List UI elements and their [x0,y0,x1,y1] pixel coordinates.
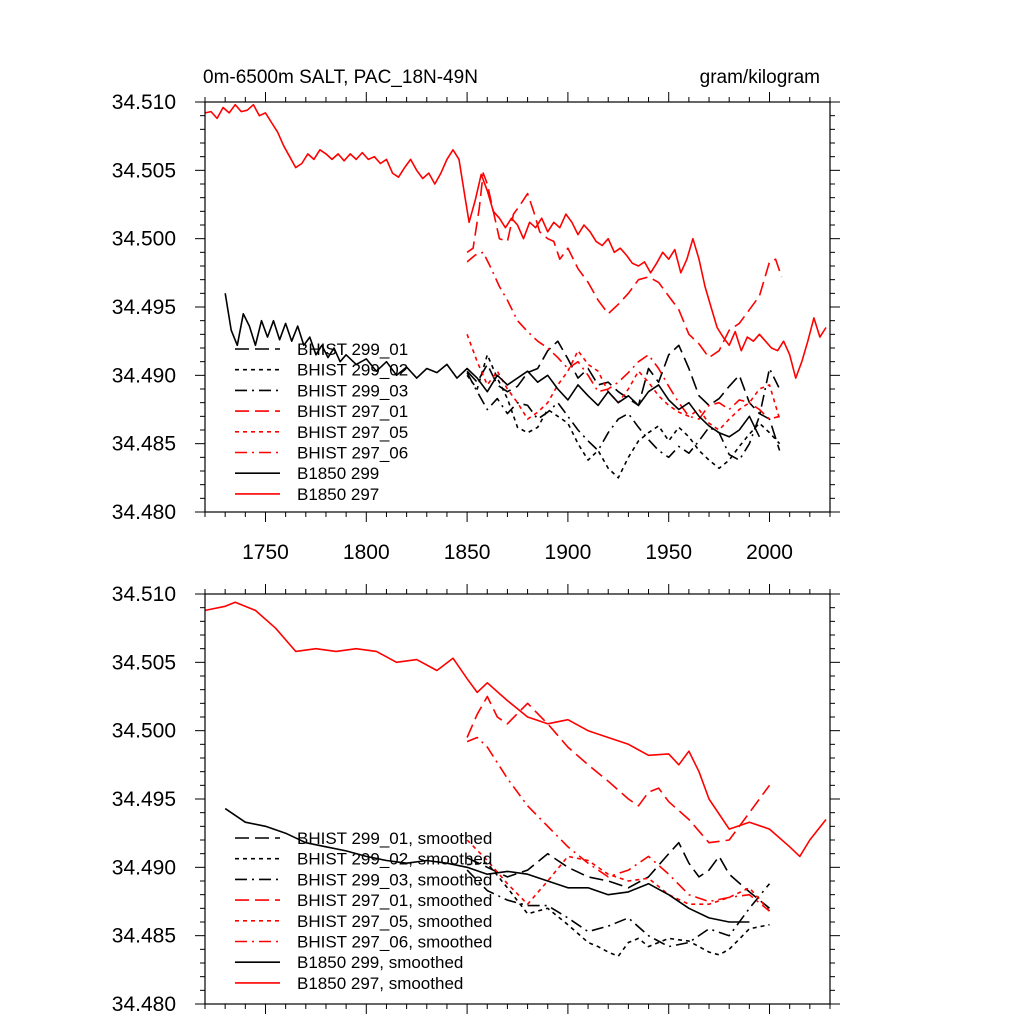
legend-label: BHIST 299_01 [297,340,408,359]
series-line-4 [466,172,783,359]
x-tick-label: 1900 [545,541,592,564]
legend-label: BHIST 297_06, smoothed [297,933,492,952]
series-line-7 [224,293,761,438]
x-tick-label: 1800 [343,541,390,564]
y-tick-label: 34.485 [112,925,176,948]
panel-title: 0m-6500m SALT, PAC_18N-49N [203,67,478,88]
series-line-1 [466,841,771,909]
x-tick-label: 1750 [242,541,289,564]
legend-label: BHIST 299_03, smoothed [297,870,492,889]
x-tick-label: 1950 [645,541,692,564]
y-tick-label: 34.490 [112,364,176,387]
series-line-4 [466,695,771,844]
plot-area [205,103,827,479]
y-tick-label: 34.480 [112,993,176,1016]
y-tick-label: 34.500 [112,720,176,743]
y-tick-label: 34.505 [112,651,176,674]
x-tick-label: 1850 [444,541,491,564]
legend-label: BHIST 299_02 [297,361,408,380]
legend-label: BHIST 297_01 [297,402,408,421]
legend-label: B1850 299, smoothed [297,953,463,972]
series-line-3 [466,869,771,948]
y-tick-label: 34.495 [112,296,176,319]
legend-label: B1850 299 [297,464,379,483]
legend-label: BHIST 297_01, smoothed [297,891,492,910]
legend-label: BHIST 299_01, smoothed [297,829,492,848]
y-tick-label: 34.505 [112,159,176,182]
legend: BHIST 299_01, smoothed BHIST 299_02, smoo… [235,829,492,993]
y-tick-label: 34.490 [112,856,176,879]
y-tick-label: 34.510 [112,91,176,114]
legend-label: BHIST 297_05 [297,423,408,442]
series-line-6 [466,736,771,912]
legend-label: B1850 297, smoothed [297,974,463,993]
plot-area [205,601,827,957]
top-panel: 0m-6500m SALT, PAC_18N-49N gram/kilogram… [112,67,840,564]
legend-label: BHIST 299_03 [297,381,408,400]
series-line-8 [205,601,827,858]
y-tick-label: 34.485 [112,433,176,456]
series-line-8 [205,103,827,379]
bottom-panel: 34.480 34.485 34.490 34.495 34.500 34.505 34.5… [112,583,840,1016]
units-label: gram/kilogram [700,67,820,88]
y-tick-label: 34.500 [112,228,176,251]
x-tick-label: 2000 [746,541,793,564]
series-line-3 [466,367,781,461]
y-tick-label: 34.480 [112,501,176,524]
legend-label: B1850 297 [297,485,379,504]
series-line-5 [466,334,781,431]
y-tick-label: 34.495 [112,788,176,811]
series-line-6 [466,251,780,420]
series-line-5 [466,839,771,912]
legend-label: BHIST 297_05, smoothed [297,912,492,931]
y-tick-label: 34.510 [112,583,176,606]
legend-label: BHIST 297_06 [297,444,408,463]
series-line-7 [224,807,750,923]
series-line-2 [467,862,770,957]
legend-label: BHIST 299_02, smoothed [297,850,492,869]
